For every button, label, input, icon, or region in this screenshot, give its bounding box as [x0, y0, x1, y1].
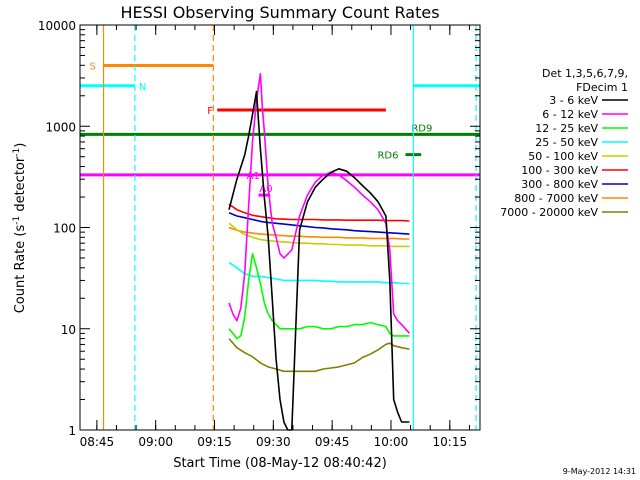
y-tick-label: 1	[68, 424, 76, 438]
series-line-3-6-kev	[228, 90, 410, 431]
y-axis-ticks: 1 10 100 1000 10000	[38, 19, 480, 438]
series-line-6-12-kev	[228, 73, 411, 334]
series-line-50-100-kev	[228, 222, 410, 248]
flag-label: RD6	[377, 151, 398, 162]
legend-label: 300 - 800 keV	[521, 178, 598, 191]
series-line-12-25-kev	[228, 253, 410, 340]
x-tick-label: 08:45	[80, 435, 115, 449]
legend-label: 3 - 6 keV	[549, 94, 598, 107]
x-tick-label: 09:45	[315, 435, 350, 449]
x-tick-label: 09:00	[138, 435, 173, 449]
y-tick-label: 100	[53, 222, 76, 236]
x-tick-label: 09:15	[197, 435, 232, 449]
chart-title: HESSI Observing Summary Count Rates	[120, 3, 439, 22]
flag-label: A0	[259, 184, 272, 195]
x-axis-label: Start Time (08-May-12 08:40:42)	[173, 456, 387, 471]
flag-label: RD9	[411, 123, 432, 134]
y-axis-label: Count Rate (s-1 detector-1)	[12, 143, 28, 314]
x-tick-label: 09:30	[256, 435, 291, 449]
y-tick-label: 10	[61, 323, 76, 337]
x-tick-label: 10:15	[433, 435, 468, 449]
legend-header-fdecim: FDecim 1	[576, 81, 628, 94]
legend-label: 6 - 12 keV	[542, 108, 598, 121]
legend-label: 100 - 300 keV	[521, 164, 598, 177]
y-tick-label: 1000	[45, 120, 76, 134]
legend-label: 800 - 7000 keV	[514, 192, 598, 205]
flag-label: F	[207, 106, 213, 117]
flag-bars: S N F RD9 RD6 A1 A0	[80, 62, 480, 197]
series-line-7000-20000-kev	[228, 338, 410, 373]
legend-header-detectors: Det 1,3,5,6,7,9,	[542, 67, 628, 80]
x-axis-ticks: 08:45 09:00 09:15 09:30 09:45 10:00 10:15	[80, 25, 470, 449]
x-tick-label: 10:00	[374, 435, 409, 449]
legend-label: 7000 - 20000 keV	[500, 206, 598, 219]
legend-label: 50 - 100 keV	[528, 150, 598, 163]
series-line-800-7000-kev	[228, 226, 410, 240]
flag-label: S	[90, 62, 96, 73]
y-tick-label: 10000	[38, 19, 76, 33]
legend-label: 25 - 50 keV	[535, 136, 598, 149]
data-series	[228, 73, 411, 431]
footer-date: 9-May-2012 14:31	[563, 467, 636, 476]
flag-label: A1	[247, 171, 260, 182]
flag-label: N	[139, 82, 146, 93]
legend-label: 12 - 25 keV	[535, 122, 598, 135]
series-line-300-800-kev	[228, 211, 410, 235]
series-line-100-300-kev	[228, 203, 410, 222]
